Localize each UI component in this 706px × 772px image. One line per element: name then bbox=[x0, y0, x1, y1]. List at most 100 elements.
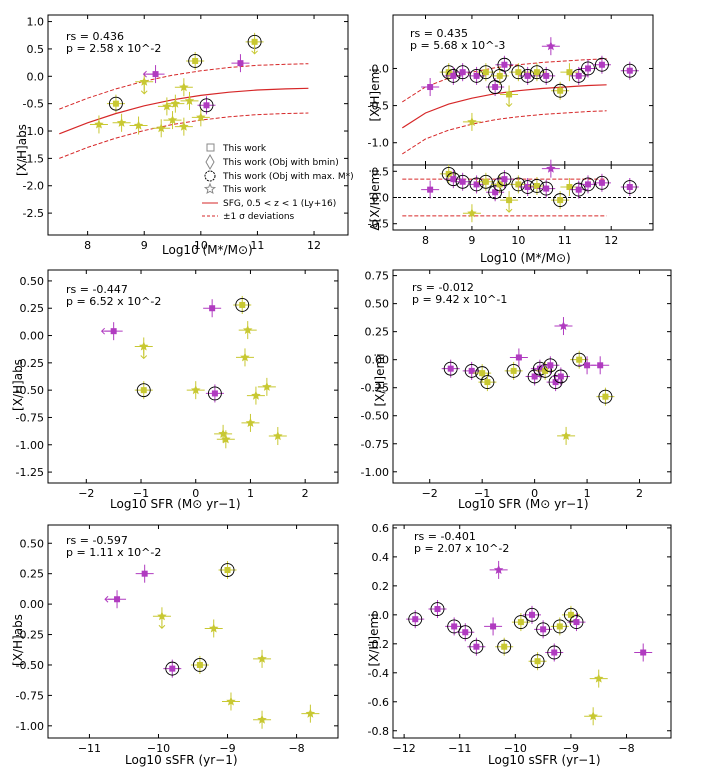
y-tick-label: 0.2 bbox=[372, 580, 390, 593]
y-tick-label: -0.25 bbox=[361, 382, 389, 395]
data-point bbox=[190, 655, 209, 674]
square-marker bbox=[501, 176, 508, 183]
y-tick-label: -0.5 bbox=[23, 98, 44, 111]
square-marker bbox=[434, 606, 441, 613]
x-tick-label: −9 bbox=[563, 742, 579, 755]
square-marker bbox=[209, 305, 216, 312]
data-point bbox=[551, 81, 570, 100]
x-tick-label: 10 bbox=[511, 234, 525, 247]
upper-limit-arrow bbox=[251, 41, 258, 55]
data-point bbox=[89, 115, 108, 134]
panel-4-sfr-emi: rs = -0.012 p = 9.42 x 10^-1 Log10 SFR (… bbox=[373, 281, 589, 511]
plot-layer: 8 9 10 11 121.00.50.0-0.5-1.0-1.5-2.0-2.50.0… bbox=[16, 14, 672, 755]
chart-p1: 8 9 10 11 12 1.0 0.5 0.0 -0.5 -1.0 -1.5 -2.0 -2.5 bbox=[23, 14, 349, 252]
y-tick-label: 0.6 bbox=[372, 522, 390, 535]
data-point bbox=[537, 66, 556, 85]
square-marker bbox=[482, 69, 489, 76]
star-marker bbox=[594, 673, 604, 683]
data-point bbox=[142, 65, 165, 84]
data-point bbox=[135, 564, 154, 583]
data-point bbox=[428, 600, 447, 619]
star-marker bbox=[191, 385, 201, 395]
star-marker bbox=[196, 112, 206, 122]
star-marker bbox=[558, 321, 569, 331]
square-marker bbox=[169, 665, 176, 672]
star-marker bbox=[467, 208, 477, 218]
upper-limit-arrow bbox=[505, 200, 513, 213]
star-marker bbox=[245, 417, 256, 427]
circle-marker bbox=[478, 174, 493, 189]
panel-1-stat-p: p = 2.58 x 10^-2 bbox=[66, 42, 161, 55]
data-point bbox=[238, 321, 257, 340]
data-point bbox=[104, 590, 127, 609]
x-tick-label: 12 bbox=[307, 239, 321, 252]
data-point bbox=[462, 361, 481, 380]
y-tick-label: -0.50 bbox=[16, 384, 44, 397]
panel-6-ssfr-emi: rs = -0.401 p = 2.07 x 10^-2 Log10 sSFR … bbox=[367, 530, 601, 767]
square-marker bbox=[557, 197, 564, 204]
data-point bbox=[186, 51, 205, 70]
circle-marker bbox=[207, 386, 222, 401]
y-tick-label: 0.25 bbox=[20, 568, 45, 581]
x-tick-label: 10 bbox=[194, 239, 208, 252]
data-point bbox=[620, 178, 639, 197]
chart-p2: 0.0 -0.5 -1.0 bbox=[368, 14, 654, 166]
axes-frame bbox=[392, 524, 672, 739]
square-marker bbox=[515, 181, 522, 188]
y-tick-label: -1.00 bbox=[16, 439, 44, 452]
star-marker bbox=[116, 117, 127, 127]
legend-marker-square bbox=[206, 143, 215, 152]
x-tick-label: 1 bbox=[584, 487, 591, 500]
data-point bbox=[205, 384, 224, 403]
data-point bbox=[456, 623, 475, 642]
circle-marker bbox=[622, 63, 637, 78]
square-marker bbox=[112, 100, 119, 107]
y-tick-label: 0.00 bbox=[365, 354, 390, 367]
panel-3-sfr-abs: rs = -0.447 p = 6.52 x 10^-2 Log10 SFR (… bbox=[11, 283, 241, 511]
square-marker bbox=[566, 184, 573, 191]
y-tick-label: -0.75 bbox=[16, 689, 44, 702]
circle-marker bbox=[497, 172, 512, 187]
y-tick-label: -0.50 bbox=[361, 410, 389, 423]
y-tick-label: 0.25 bbox=[20, 302, 45, 315]
circle-marker bbox=[539, 68, 554, 83]
square-marker bbox=[567, 611, 574, 618]
square-marker bbox=[412, 616, 419, 623]
square-marker bbox=[552, 379, 559, 386]
circle-marker bbox=[539, 181, 554, 196]
star-marker bbox=[257, 714, 267, 724]
data-point bbox=[495, 170, 514, 189]
data-point bbox=[218, 561, 237, 580]
data-point bbox=[163, 659, 182, 678]
data-point bbox=[523, 605, 541, 624]
circle-marker bbox=[488, 185, 503, 200]
y-tick-label: 0.00 bbox=[20, 598, 45, 611]
data-point bbox=[462, 204, 481, 223]
fit-sigma-lower bbox=[402, 110, 607, 155]
square-marker bbox=[524, 72, 531, 79]
data-point bbox=[163, 111, 182, 130]
circle-marker bbox=[408, 612, 423, 627]
x-tick-label: 11 bbox=[250, 239, 264, 252]
data-point bbox=[592, 173, 611, 192]
x-tick-label: −11 bbox=[78, 742, 101, 755]
star-marker bbox=[209, 623, 219, 633]
square-marker bbox=[534, 658, 541, 665]
y-tick-label: 0.0 bbox=[27, 70, 45, 83]
square-marker bbox=[543, 185, 550, 192]
y-tick-label: -1.25 bbox=[16, 466, 44, 479]
data-point bbox=[453, 172, 472, 191]
legend-marker-diamond bbox=[205, 153, 215, 171]
data-point bbox=[495, 55, 514, 74]
data-point bbox=[592, 55, 611, 74]
star-marker bbox=[240, 352, 250, 362]
data-point bbox=[441, 359, 460, 378]
star-marker bbox=[493, 564, 504, 574]
panel-4-xlabel: Log10 SFR (M⊙ yr−1) bbox=[458, 497, 589, 511]
data-point bbox=[180, 91, 199, 110]
data-point bbox=[467, 66, 486, 85]
square-marker bbox=[626, 184, 633, 191]
y-tick-label: -0.75 bbox=[16, 411, 44, 424]
data-point bbox=[591, 356, 610, 375]
star-marker bbox=[133, 120, 144, 130]
